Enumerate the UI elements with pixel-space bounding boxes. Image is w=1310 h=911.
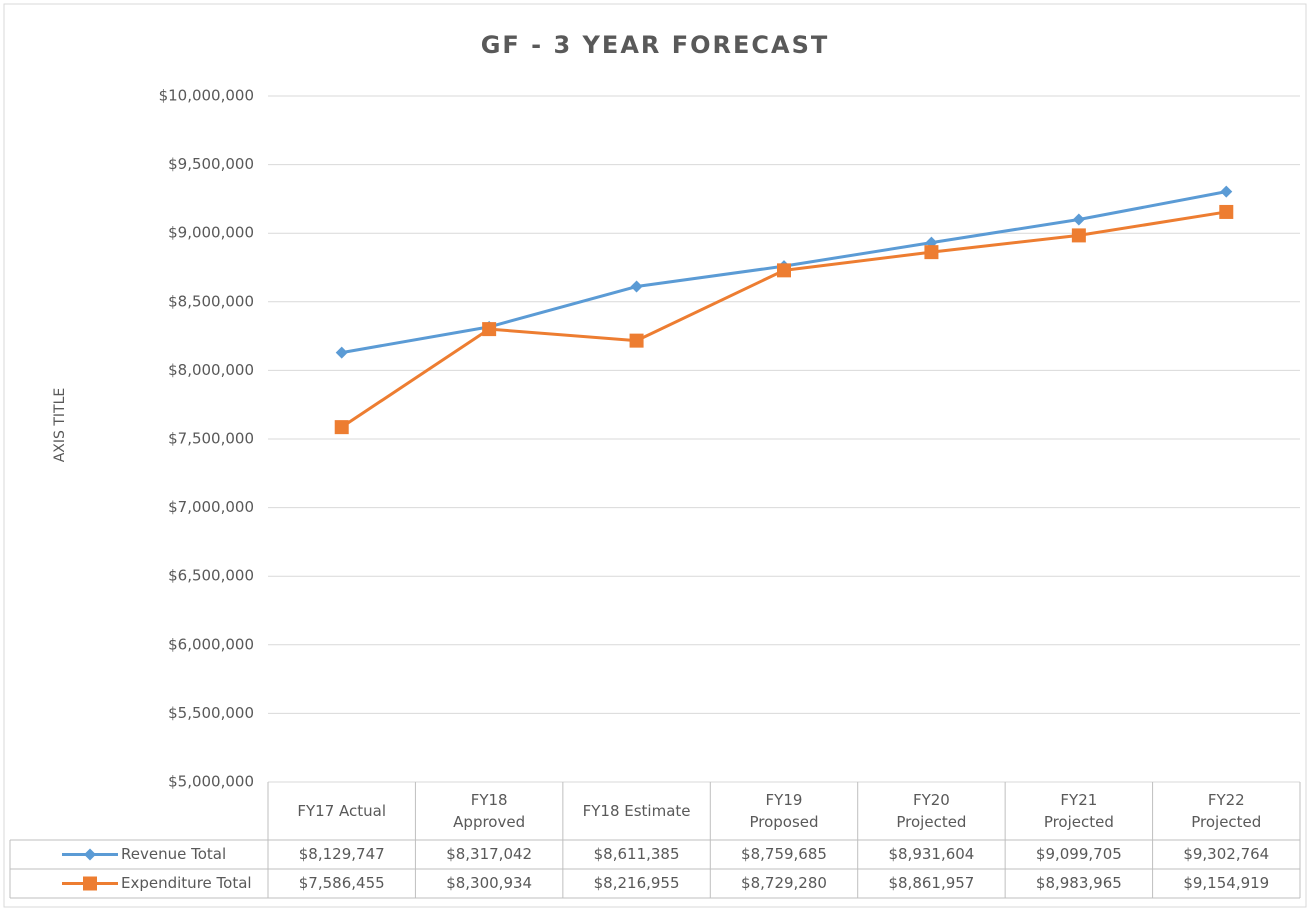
legend-label: Expenditure Total [121, 874, 252, 892]
y-axis-title: AXIS TITLE [52, 388, 68, 463]
table-value: $8,931,604 [888, 845, 974, 863]
x-tick-label: FY18 Approved [453, 791, 525, 831]
point-marker [482, 322, 497, 337]
chart-border [3, 3, 1307, 908]
point-marker [924, 245, 939, 260]
table-value: $7,586,455 [299, 874, 385, 892]
table-value: $8,729,280 [741, 874, 827, 892]
table-value: $9,099,705 [1036, 845, 1122, 863]
y-tick-label: $7,000,000 [168, 498, 254, 516]
table-value: $8,759,685 [741, 845, 827, 863]
point-marker [777, 263, 791, 278]
y-tick-label: $9,500,000 [168, 155, 254, 173]
chart-title: GF - 3 YEAR FORECAST [481, 31, 830, 59]
x-tick-label: FY18 Estimate [583, 802, 691, 820]
y-tick-label: $5,500,000 [168, 704, 254, 722]
table-value: $8,300,934 [446, 874, 532, 892]
point-marker [334, 420, 349, 435]
point-marker [630, 280, 643, 293]
y-tick-label: $6,000,000 [168, 635, 254, 653]
point-marker [1072, 213, 1085, 226]
x-tick-label: FY20 Projected [896, 791, 966, 831]
x-tick-label: FY22 Projected [1191, 791, 1261, 831]
x-tick-label: FY17 Actual [297, 802, 386, 820]
point-marker [1220, 185, 1233, 198]
legend-label: Revenue Total [121, 845, 226, 863]
y-tick-label: $5,000,000 [168, 773, 254, 791]
point-marker [1071, 228, 1086, 243]
y-tick-label: $10,000,000 [159, 87, 254, 105]
point-marker [629, 333, 644, 348]
x-tick-label: FY19 Proposed [749, 791, 818, 831]
table-value: $8,216,955 [594, 874, 680, 892]
y-tick-label: $7,500,000 [168, 430, 254, 448]
table-value: $9,302,764 [1183, 845, 1269, 863]
point-marker [335, 346, 348, 359]
table-value: $9,154,919 [1183, 874, 1269, 892]
table-value: $8,861,957 [888, 874, 974, 892]
table-value: $8,611,385 [594, 845, 680, 863]
table-value: $8,129,747 [299, 845, 385, 863]
point-marker [84, 848, 96, 861]
table-value: $8,983,965 [1036, 874, 1122, 892]
y-tick-label: $9,000,000 [168, 224, 254, 242]
y-tick-label: $8,500,000 [168, 292, 254, 310]
table-value: $8,317,042 [446, 845, 532, 863]
point-marker [1219, 204, 1234, 219]
y-tick-label: $6,500,000 [168, 567, 254, 585]
point-marker [83, 876, 97, 891]
x-tick-label: FY21 Projected [1044, 791, 1114, 831]
y-tick-label: $8,000,000 [168, 361, 254, 379]
